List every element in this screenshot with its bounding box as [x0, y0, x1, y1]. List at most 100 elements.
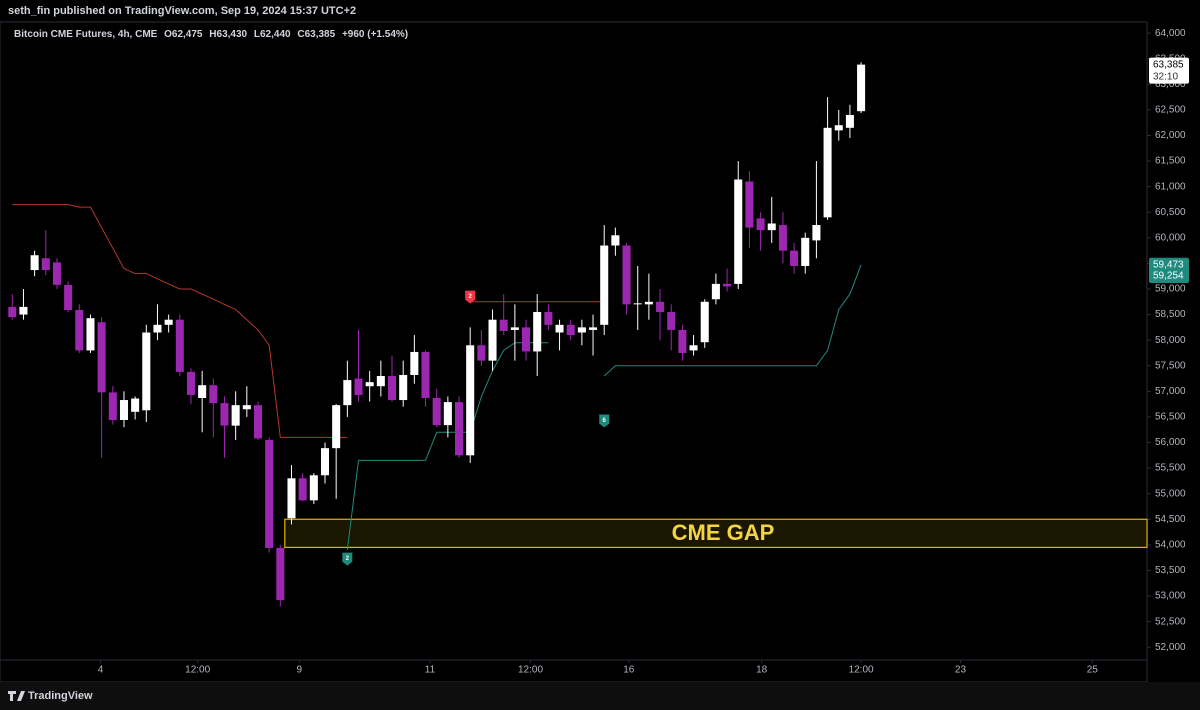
candle-body [75, 309, 84, 351]
legend-change: +960 (+1.54%) [342, 29, 408, 40]
chart-layer: 52,000 52,500 53,000 53,500 54,000 54,500 55,0… [8, 28, 1189, 676]
price-tag [1149, 57, 1189, 84]
candle-body [131, 398, 140, 412]
published-line: seth_fin published on TradingView.com, S… [8, 5, 356, 17]
gap-zone [284, 518, 1148, 549]
candle-body [555, 324, 564, 333]
x-tick-label: 12:00 [185, 665, 210, 676]
y-tick-label: 63,000 [1155, 79, 1186, 90]
candle-body [30, 255, 39, 271]
candle-body [399, 374, 408, 401]
signal-label: 2 [469, 294, 473, 300]
candle-body [834, 125, 843, 131]
x-tick-label: 16 [623, 665, 635, 676]
y-tick-label: 53,500 [1155, 565, 1186, 576]
signal-marker [599, 414, 610, 428]
candle-body [365, 382, 374, 387]
candle-body [276, 547, 285, 601]
candle-body [700, 301, 709, 343]
candle-body [320, 448, 330, 476]
price-tag-label: 59,473 [1153, 259, 1184, 270]
candle-body [64, 284, 73, 310]
y-tick-label: 54,000 [1155, 540, 1186, 551]
candle-body [611, 235, 620, 246]
x-tick-label: 12:00 [849, 665, 874, 676]
candle-body [510, 327, 519, 330]
tradingview-logo: TradingView [8, 690, 93, 702]
legend-symbol: Bitcoin CME Futures, 4h, CME [14, 29, 158, 40]
signal-label: 2 [346, 556, 350, 562]
y-tick-label: 57,500 [1155, 360, 1186, 371]
candle-body [466, 345, 475, 456]
candle-body [432, 397, 441, 426]
y-tick-label: 57,000 [1155, 386, 1186, 397]
candle-body [108, 392, 117, 421]
y-tick-label: 61,000 [1155, 181, 1186, 192]
y-tick-label: 56,500 [1155, 412, 1186, 423]
price-tag-label: 59,254 [1153, 271, 1184, 282]
y-tick-label: 62,000 [1155, 130, 1186, 141]
candle-body [711, 283, 720, 300]
candle-body [253, 405, 263, 439]
candle-body [209, 385, 218, 404]
gap-label: CME GAP [672, 520, 775, 545]
candle-body [175, 319, 184, 372]
y-tick-label: 60,000 [1155, 232, 1186, 243]
candle-body [354, 378, 363, 395]
candle-body [387, 375, 397, 401]
price-tag-timer: 32:10 [1153, 71, 1178, 82]
legend-low: L62,440 [254, 29, 291, 40]
candle-body [231, 405, 240, 426]
price-tag [1149, 257, 1189, 272]
candle-body [421, 351, 430, 398]
candle-body [242, 405, 251, 410]
y-tick-label: 52,500 [1155, 616, 1186, 627]
y-tick-label: 59,000 [1155, 284, 1186, 295]
y-tick-label: 53,000 [1155, 591, 1186, 602]
candle-body [689, 345, 698, 351]
x-tick-label: 11 [425, 665, 436, 676]
y-tick-label: 52,000 [1155, 642, 1186, 653]
candle-body [332, 405, 341, 449]
candle-body [801, 237, 810, 266]
y-tick-label: 58,000 [1155, 335, 1186, 346]
candle-body [499, 319, 508, 331]
candle-body [265, 439, 274, 548]
candle-body [633, 303, 642, 305]
y-tick-label: 54,500 [1155, 514, 1186, 525]
candle-body [19, 306, 28, 315]
candle-body [566, 324, 575, 336]
candle-body [86, 318, 95, 351]
candle-body [52, 262, 61, 285]
signal-label: 6 [603, 418, 607, 424]
candle-body [756, 218, 765, 231]
plot-area [0, 21, 1148, 683]
x-tick-label: 4 [98, 665, 104, 676]
candle-body [522, 327, 531, 352]
candle-body [644, 301, 653, 305]
candle-body [812, 225, 821, 241]
candle-body [455, 402, 464, 456]
signal-marker [342, 552, 353, 566]
candle-body [488, 319, 497, 361]
candle-body [8, 306, 17, 318]
legend-high: H63,430 [209, 29, 247, 40]
legend: Bitcoin CME Futures, 4h, CME O62,475 H63… [14, 29, 408, 40]
candle-body [164, 319, 173, 325]
candle-body [298, 478, 307, 501]
price-tag [1149, 269, 1189, 284]
candle-body [734, 179, 743, 284]
candle-body [309, 475, 318, 501]
y-tick-label: 61,500 [1155, 156, 1186, 167]
candle-body [678, 329, 687, 353]
candle-body [823, 127, 832, 218]
y-tick-label: 56,000 [1155, 437, 1186, 448]
candle-body [667, 312, 676, 330]
y-tick-label: 55,000 [1155, 488, 1186, 499]
candle-body [119, 400, 128, 421]
candle-body [790, 250, 799, 266]
footer-bar [0, 682, 1200, 710]
x-tick-label: 12:00 [518, 665, 543, 676]
candle-body [723, 283, 732, 287]
y-tick-label: 58,500 [1155, 309, 1186, 320]
